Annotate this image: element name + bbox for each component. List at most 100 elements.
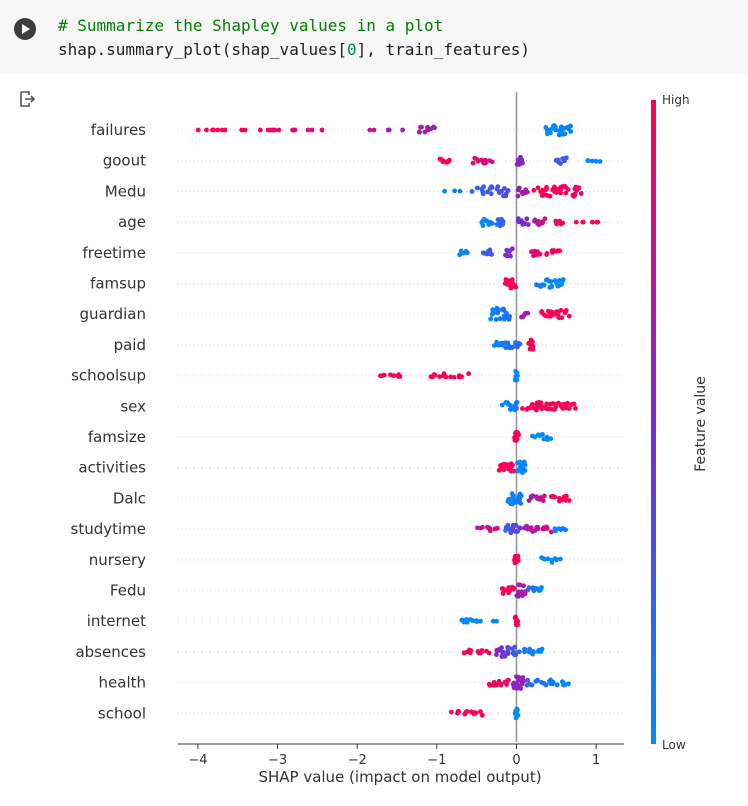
dot-Fedu [517, 582, 523, 588]
dot-age [589, 219, 595, 225]
feature-label-internet: internet [87, 612, 146, 630]
dot-sex [560, 403, 566, 408]
dot-age [525, 222, 531, 227]
dot-goout [483, 160, 488, 166]
dot-failures [386, 127, 392, 133]
dot-sex [538, 400, 544, 406]
feature-label-sex: sex [120, 397, 146, 415]
dot-schoolsup [466, 371, 471, 377]
x-axis: −4 −3 −2 −1 0 1 [178, 743, 624, 768]
dot-Medu [457, 188, 463, 194]
dot-Fedu [521, 583, 526, 589]
code-editor[interactable]: # Summarize the Shapley values in a plot… [58, 14, 530, 62]
dot-Medu [494, 186, 500, 192]
dot-studytime [548, 529, 554, 535]
feature-label-Dalc: Dalc [113, 489, 146, 507]
dot-schoolsup [515, 373, 520, 379]
dot-schoolsup [381, 372, 387, 378]
dot-guardian [566, 313, 572, 319]
dot-guardian [539, 310, 545, 315]
dot-sex [571, 401, 577, 407]
dot-school [455, 708, 461, 714]
dot-school [515, 712, 521, 718]
dot-failures [319, 127, 325, 133]
dot-health [521, 678, 527, 684]
dot-guardian [506, 317, 512, 322]
dot-goout [593, 158, 599, 164]
feature-label-guardian: guardian [79, 305, 146, 323]
y-labels: failures goout Medu age freetime famsup guardi… [71, 121, 147, 722]
dot-internet [464, 619, 470, 625]
dot-failures [367, 127, 373, 133]
dots-goout [437, 154, 603, 167]
feature-label-absences: absences [75, 643, 146, 661]
run-cell-button[interactable] [14, 18, 36, 40]
dot-Medu [575, 186, 580, 192]
dot-Dalc [564, 493, 569, 499]
colorbar-title: Feature value [693, 376, 709, 472]
dot-nursery [553, 557, 559, 562]
dot-freetime [457, 252, 463, 258]
dot-Dalc [542, 493, 547, 499]
dot-schoolsup [514, 377, 520, 383]
dot-Fedu [539, 585, 544, 590]
dot-schoolsup [456, 373, 462, 378]
dot-Dalc [518, 501, 524, 506]
dot-absences [522, 646, 527, 652]
dot-studytime [495, 525, 500, 531]
dot-Medu [578, 191, 584, 196]
dot-Fedu [522, 591, 528, 597]
dot-Medu [452, 188, 457, 194]
feature-label-Medu: Medu [105, 182, 146, 200]
dot-absences [484, 648, 489, 654]
dot-sex [552, 401, 558, 407]
dots-freetime [457, 246, 562, 259]
dot-failures [272, 127, 278, 133]
code-line-suffix: ], train_features) [356, 40, 531, 59]
dot-sex [528, 404, 534, 410]
dot-age [500, 219, 506, 225]
dot-failures [562, 131, 568, 137]
dot-Medu [502, 186, 507, 191]
dot-Medu [543, 187, 548, 193]
dot-age [524, 216, 530, 222]
dot-famsize [514, 436, 520, 442]
code-cell[interactable]: # Summarize the Shapley values in a plot… [0, 0, 748, 74]
dot-age [480, 223, 486, 229]
dot-schoolsup [443, 374, 449, 380]
dot-failures [419, 124, 424, 130]
dot-goout [520, 160, 525, 166]
feature-label-schoolsup: schoolsup [71, 367, 146, 385]
dot-Medu [469, 189, 475, 194]
dot-Fedu [511, 585, 517, 591]
dot-studytime [528, 525, 534, 531]
dot-goout [597, 159, 603, 164]
dot-studytime [513, 522, 519, 528]
dot-failures [548, 130, 553, 136]
dot-studytime [563, 527, 568, 533]
dots-guardian [488, 305, 572, 322]
dot-sex [565, 400, 570, 406]
dot-famsup [513, 284, 519, 290]
dot-failures [239, 127, 245, 133]
dot-studytime [553, 528, 558, 534]
dot-absences [530, 648, 536, 654]
dot-famsup [504, 277, 509, 283]
dot-Medu [474, 185, 480, 191]
dots [195, 123, 603, 721]
output-icon[interactable] [18, 90, 36, 108]
dot-Fedu [501, 588, 507, 594]
dot-guardian [497, 316, 503, 322]
dot-guardian [493, 317, 499, 322]
feature-label-paid: paid [114, 336, 146, 354]
dot-studytime [475, 525, 480, 531]
feature-label-Fedu: Fedu [110, 582, 146, 600]
dot-goout [446, 157, 452, 163]
dot-failures [551, 123, 557, 128]
dot-paid [516, 340, 522, 346]
dot-famsup [540, 282, 545, 287]
x-tick-label: −3 [268, 753, 287, 768]
dot-activities [521, 467, 527, 472]
dot-paid [500, 340, 506, 346]
dot-absences [506, 645, 511, 651]
